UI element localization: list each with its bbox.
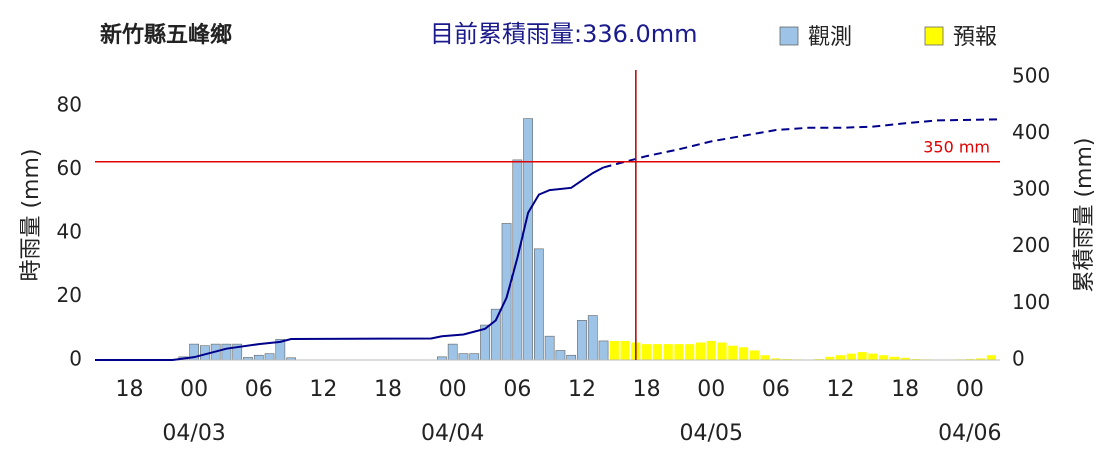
bar: [846, 353, 856, 360]
x-tick-label: 00: [180, 377, 208, 402]
y2-tick-label: 400: [1012, 120, 1050, 144]
y2-tick-label: 100: [1012, 290, 1050, 314]
y-tick-label: 80: [57, 92, 82, 116]
bar: [469, 353, 480, 361]
bar: [685, 344, 695, 360]
x-tick-label: 06: [503, 377, 531, 402]
bar: [544, 335, 555, 361]
bar: [825, 356, 835, 360]
threshold-label: 350 mm: [923, 137, 990, 156]
bar: [986, 355, 996, 360]
legend-swatch: [924, 26, 944, 46]
bar: [835, 355, 846, 360]
bar: [620, 340, 630, 360]
chart-title: 新竹縣五峰鄉: [100, 22, 232, 48]
bar: [652, 344, 662, 360]
bar: [900, 357, 910, 360]
bar: [587, 315, 598, 361]
bar: [889, 356, 899, 360]
legend-label: 觀測: [808, 25, 852, 50]
date-label: 04/05: [680, 421, 743, 446]
chart-subtitle: 目前累積雨量:336.0mm: [430, 20, 698, 48]
bar: [490, 308, 501, 361]
y-axis-label: 時雨量 (mm): [19, 148, 44, 281]
x-tick-label: 06: [245, 377, 273, 402]
bar: [749, 350, 759, 360]
bar: [458, 353, 469, 361]
bar: [523, 118, 533, 361]
y-tick-label: 40: [57, 219, 82, 243]
y2-axis-label: 累積雨量 (mm): [1072, 137, 1097, 292]
x-tick-label: 12: [827, 377, 855, 402]
bar: [976, 358, 986, 360]
bar: [674, 344, 684, 360]
bar: [555, 350, 566, 361]
x-tick-label: 18: [374, 377, 402, 402]
bar: [577, 319, 587, 361]
date-label: 04/04: [421, 421, 484, 446]
y2-tick-label: 300: [1012, 177, 1050, 201]
bar: [706, 340, 716, 360]
y-tick-label: 0: [69, 347, 82, 371]
x-tick-label: 18: [633, 377, 661, 402]
x-tick-label: 06: [762, 377, 790, 402]
y2-tick-label: 0: [1012, 347, 1025, 371]
bar: [598, 340, 609, 361]
bar: [695, 342, 706, 360]
y-tick-label: 20: [57, 283, 82, 307]
bar: [728, 345, 738, 360]
x-tick-label: 18: [115, 377, 143, 402]
legend-label: 預報: [953, 25, 997, 50]
bar: [771, 358, 781, 360]
bar: [609, 340, 619, 360]
x-tick-label: 00: [956, 377, 984, 402]
cumulative-line: [95, 166, 604, 361]
bar: [879, 355, 889, 360]
bar: [760, 355, 770, 360]
date-label: 04/06: [938, 421, 1001, 446]
bar: [566, 354, 577, 361]
bar: [253, 354, 264, 361]
bar: [501, 223, 512, 361]
date-label: 04/03: [162, 421, 225, 446]
x-tick-label: 12: [309, 377, 337, 402]
bar: [264, 353, 275, 361]
bar: [221, 343, 232, 361]
x-tick-label: 18: [891, 377, 919, 402]
bar: [857, 352, 867, 360]
y-tick-label: 60: [57, 156, 82, 180]
bar: [717, 342, 727, 360]
bar: [739, 347, 749, 360]
bar: [868, 353, 878, 360]
y2-tick-label: 200: [1012, 233, 1050, 257]
bar: [534, 248, 544, 361]
bar: [663, 344, 673, 360]
x-tick-label: 00: [439, 377, 467, 402]
x-tick-label: 00: [697, 377, 725, 402]
bar: [642, 344, 652, 360]
legend-swatch: [779, 26, 799, 46]
x-tick-label: 12: [568, 377, 596, 402]
y2-tick-label: 500: [1012, 63, 1050, 87]
bar: [447, 343, 458, 361]
